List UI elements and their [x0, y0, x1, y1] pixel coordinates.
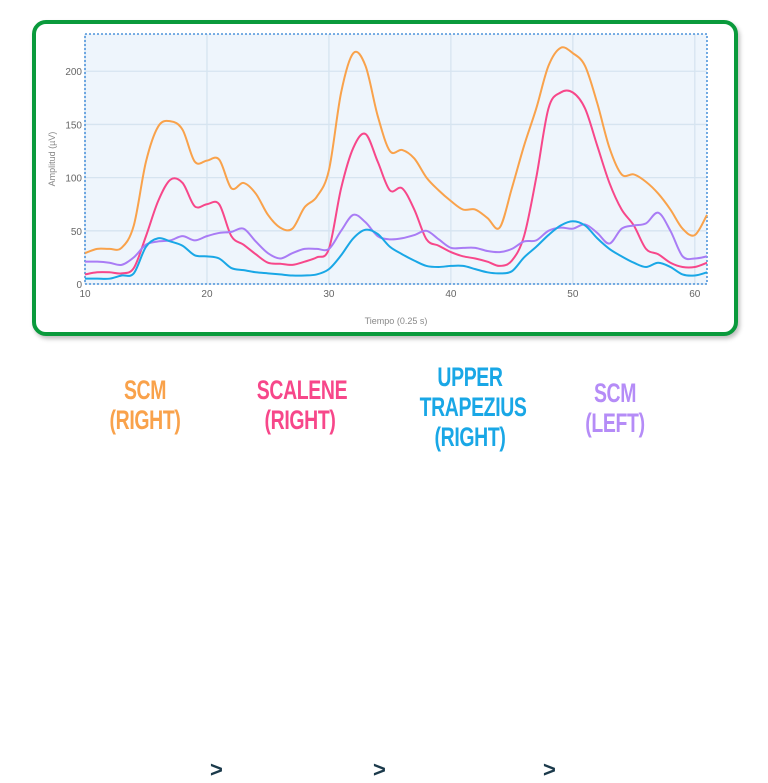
legend-item-scm-left: SCM (LEFT): [575, 378, 654, 438]
legend-line: (RIGHT): [434, 422, 506, 452]
y-tick-label: 0: [76, 280, 82, 291]
x-tick-label: 60: [689, 289, 701, 300]
separator-arrow: >: [543, 757, 556, 782]
series-line-1: [84, 89, 708, 276]
legend-item-upper-trapezius-right: UPPER TRAPEZIUS (RIGHT): [419, 362, 527, 452]
y-axis-label: Amplitud (µV): [47, 132, 57, 187]
x-tick-label: 20: [201, 289, 213, 300]
legend-line: (LEFT): [585, 408, 645, 438]
legend-line: SCALENE: [256, 375, 348, 405]
plot-area: [85, 34, 707, 284]
separator-arrow: >: [210, 757, 223, 782]
x-tick-label: 50: [567, 289, 579, 300]
separator-arrow: >: [373, 757, 386, 782]
x-tick-label: 10: [79, 289, 91, 300]
y-tick-label: 100: [65, 174, 82, 185]
line-chart: 10 20 30 40 50 60 0 50 100 150 200 Tiempo (0.25 s) A…: [47, 33, 708, 326]
legend-line: (RIGHT): [264, 405, 336, 435]
legend-line: SCM: [593, 378, 637, 408]
legend-line: UPPER: [437, 362, 503, 392]
legend-line: SCM: [123, 375, 167, 405]
x-tick-label: 30: [323, 289, 335, 300]
series-line-3: [84, 220, 708, 280]
ranking-legend: SCM (RIGHT) SCALENE (RIGHT) UPPER TRAPEZ…: [0, 360, 768, 782]
legend-item-scalene-right: SCALENE (RIGHT): [256, 375, 348, 435]
legend-line: (RIGHT): [109, 405, 181, 435]
series-line-0: [84, 46, 708, 255]
series-line-2: [84, 211, 708, 267]
x-tick-label: 40: [445, 289, 457, 300]
y-tick-label: 200: [65, 67, 82, 78]
legend-item-scm-right: SCM (RIGHT): [105, 375, 184, 435]
x-axis-label: Tiempo (0.25 s): [365, 316, 428, 326]
legend-line: TRAPEZIUS: [419, 392, 527, 422]
y-tick-label: 150: [65, 120, 82, 131]
y-tick-label: 50: [71, 227, 83, 238]
